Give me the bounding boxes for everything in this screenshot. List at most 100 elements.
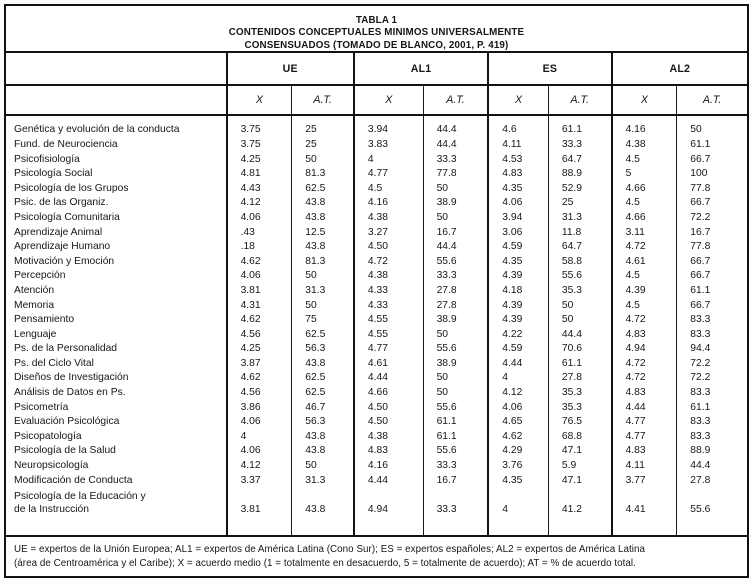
al2-at-cell: 77.8 — [676, 238, 747, 254]
al1-at-cell: 27.8 — [422, 282, 489, 298]
ue-at-cell: 46.7 — [291, 399, 354, 414]
al2-x-cell: 4.83 — [610, 443, 677, 458]
al1-at-cell: 27.8 — [422, 297, 489, 312]
al2-x-cell: 4.66 — [610, 209, 677, 225]
al1-at-cell: 50 — [422, 180, 489, 195]
al1-x-cell: 4.38 — [352, 209, 424, 225]
al2-x-cell: 5 — [610, 165, 677, 181]
spacer-cell — [610, 516, 677, 535]
title-block: TABLA 1 CONTENIDOS CONCEPTUALES MINIMOS … — [6, 6, 747, 53]
al2-x-cell: 4.83 — [610, 326, 677, 341]
al1-at-cell: 50 — [422, 326, 489, 341]
ue-x-cell: 4.06 — [225, 443, 292, 458]
topic-label: Percepción — [14, 270, 66, 282]
al2-x-cell: 4.5 — [610, 297, 677, 312]
table-row: Memoria 4.31 50 4.33 27.8 4.39 50 4.5 66… — [6, 297, 747, 312]
empty-corner-cell — [6, 85, 227, 116]
topic-label: Psicología de la Educación y de la Instr… — [14, 490, 146, 515]
es-at-cell: 31.3 — [547, 209, 612, 225]
ue-x-cell: 3.75 — [225, 136, 292, 152]
al2-x-cell: 4.94 — [610, 340, 677, 356]
ue-x-cell: 4.25 — [225, 340, 292, 356]
es-x-cell: 4.11 — [487, 136, 549, 152]
ue-x-cell: 4.81 — [225, 165, 292, 181]
al1-at-cell: 50 — [422, 209, 489, 225]
spacer-cell — [6, 516, 227, 535]
al1-at-cell: 44.4 — [422, 115, 489, 137]
table-body: Genética y evolución de la conducta 3.75… — [6, 115, 747, 517]
al2-x-cell: 4.16 — [610, 115, 677, 137]
ue-at-cell: 56.3 — [291, 413, 354, 429]
al1-at-cell: 50 — [422, 384, 489, 400]
es-x-cell: 4.35 — [487, 253, 549, 268]
al1-x-cell: 4.61 — [352, 355, 424, 371]
es-at-cell: 64.7 — [547, 151, 612, 166]
subheader-al1-x: X — [352, 85, 424, 116]
al2-at-cell: 16.7 — [676, 224, 747, 239]
table-row: Psicología de los Grupos 4.43 62.5 4.5 5… — [6, 180, 747, 195]
al2-x-cell: 4.44 — [610, 399, 677, 414]
al1-x-cell: 4.5 — [352, 180, 424, 195]
al1-x-cell: 3.27 — [352, 224, 424, 239]
table-row: Evaluación Psicológica 4.06 56.3 4.50 61… — [6, 413, 747, 429]
es-at-cell: 35.3 — [547, 384, 612, 400]
es-at-cell: 25 — [547, 194, 612, 210]
al1-at-cell: 33.3 — [422, 267, 489, 283]
al1-x-cell: 4.38 — [352, 267, 424, 283]
al2-at-cell: 61.1 — [676, 136, 747, 152]
data-table: UE AL1 ES AL2 X A.T. X A.T. X A.T. X A.T… — [6, 53, 747, 535]
al2-x-cell: 4.72 — [610, 238, 677, 254]
group-header-es: ES — [487, 53, 612, 86]
al2-at-cell: 83.3 — [676, 326, 747, 341]
al1-at-cell: 16.7 — [422, 224, 489, 239]
topic-label: Lenguaje — [14, 328, 57, 340]
es-x-cell: 4.44 — [487, 355, 549, 371]
al2-x-cell: 4.5 — [610, 267, 677, 283]
al1-x-cell: 4.55 — [352, 326, 424, 341]
al1-at-cell: 55.6 — [422, 399, 489, 414]
al1-x-cell: 4.55 — [352, 311, 424, 327]
subheader-row: X A.T. X A.T. X A.T. X A.T. — [6, 85, 747, 116]
ue-x-cell: 3.87 — [225, 355, 292, 371]
table-row: Modificación de Conducta 3.37 31.3 4.44 … — [6, 472, 747, 487]
ue-x-cell: 4.62 — [225, 253, 292, 268]
ue-at-cell: 43.8 — [291, 238, 354, 254]
al1-x-cell: 4.83 — [352, 443, 424, 458]
ue-at-cell: 43.8 — [291, 355, 354, 371]
al2-x-cell: 4.61 — [610, 253, 677, 268]
es-at-cell: 5.9 — [547, 457, 612, 473]
es-at-cell: 70.6 — [547, 340, 612, 356]
spacer-row — [6, 516, 747, 535]
ue-x-cell: 4.56 — [225, 326, 292, 341]
spacer-cell — [422, 516, 489, 535]
es-x-cell: 4.35 — [487, 180, 549, 195]
ue-x-cell: 3.81 — [225, 282, 292, 298]
al2-x-cell: 4.72 — [610, 370, 677, 385]
ue-x-cell: 4.62 — [225, 311, 292, 327]
al2-x-cell: 4.77 — [610, 413, 677, 429]
al2-at-cell: 55.6 — [676, 486, 747, 517]
ue-at-cell: 62.5 — [291, 180, 354, 195]
table-row: Psicología Comunitaria 4.06 43.8 4.38 50… — [6, 209, 747, 225]
table-row: Pensamiento 4.62 75 4.55 38.9 4.39 50 4.… — [6, 311, 747, 327]
al2-x-cell: 4.83 — [610, 384, 677, 400]
al1-x-cell: 4.94 — [352, 486, 424, 517]
table-row: Psicofisiología 4.25 50 4 33.3 4.53 64.7… — [6, 151, 747, 166]
es-at-cell: 50 — [547, 311, 612, 327]
empty-corner-cell — [6, 53, 227, 86]
al1-at-cell: 61.1 — [422, 413, 489, 429]
topic-label: Aprendizaje Animal — [14, 226, 103, 238]
ue-x-cell: 4.12 — [225, 194, 292, 210]
al1-x-cell: 4 — [352, 151, 424, 166]
table-title-line-2: CONSENSUADOS (TOMADO DE BLANCO, 2001, P.… — [244, 39, 509, 51]
spacer-cell — [547, 516, 612, 535]
es-at-cell: 47.1 — [547, 443, 612, 458]
es-at-cell: 55.6 — [547, 267, 612, 283]
ue-x-cell: 3.37 — [225, 472, 292, 487]
es-x-cell: 4.06 — [487, 194, 549, 210]
es-x-cell: 4.59 — [487, 340, 549, 356]
al2-at-cell: 100 — [676, 165, 747, 181]
al2-at-cell: 61.1 — [676, 399, 747, 414]
subheader-ue-at: A.T. — [291, 85, 354, 116]
al1-x-cell: 4.77 — [352, 340, 424, 356]
